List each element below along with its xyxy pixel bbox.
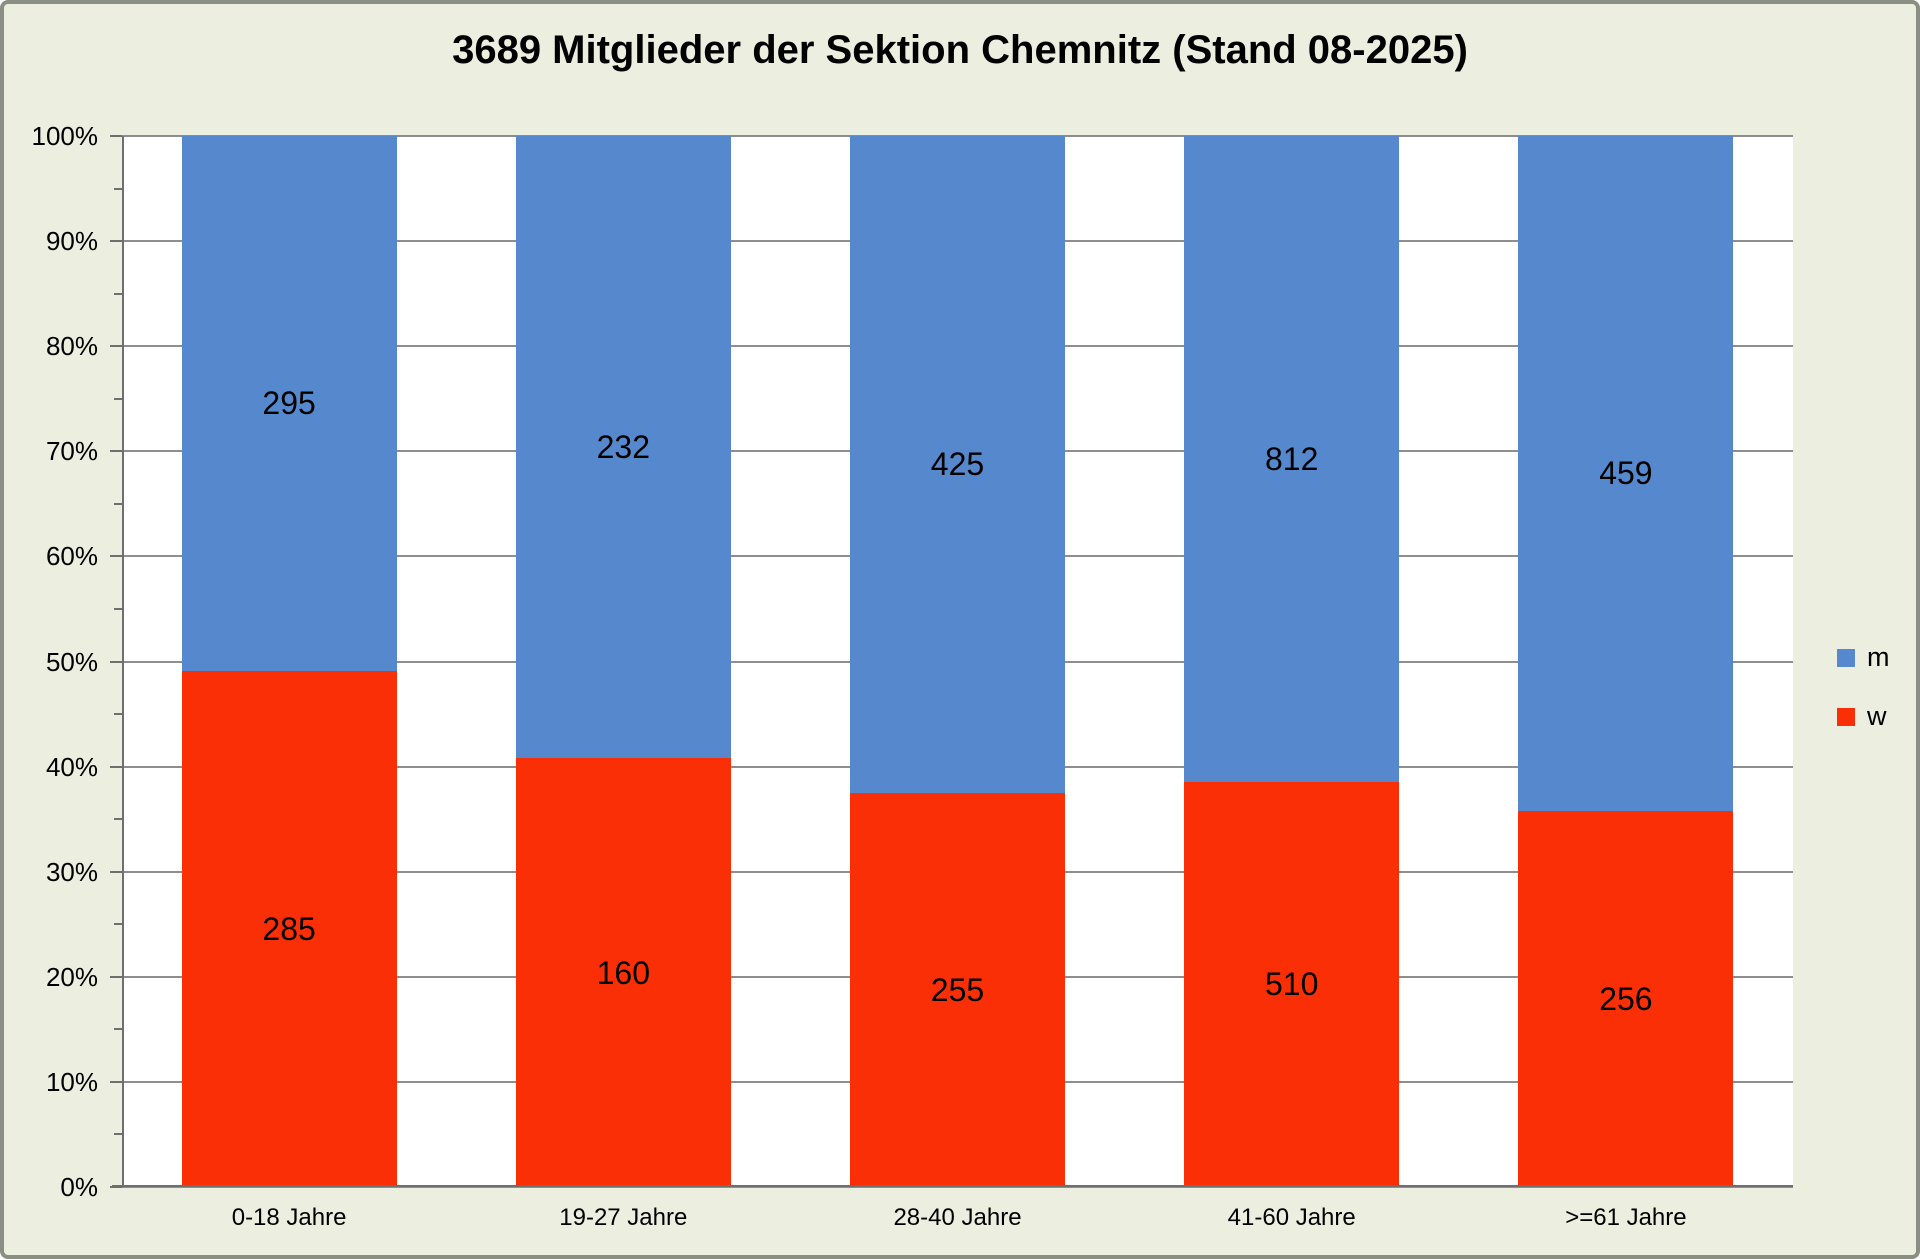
y-axis-tick bbox=[114, 1028, 122, 1031]
bar-slot: 425 255 bbox=[790, 136, 1124, 1187]
y-axis-ticks bbox=[108, 135, 122, 1188]
data-label: 459 bbox=[1599, 455, 1653, 492]
x-axis-category-label: 28-40 Jahre bbox=[893, 1204, 1022, 1231]
legend-item-m: m bbox=[1837, 644, 1890, 671]
y-axis-tick bbox=[110, 1080, 122, 1083]
stacked-bar: 459 256 bbox=[1518, 136, 1734, 1187]
x-axis-category-label: 0-18 Jahre bbox=[231, 1204, 347, 1231]
bar-segment-w: 285 bbox=[181, 670, 397, 1187]
data-label: 256 bbox=[1599, 980, 1653, 1017]
gridline bbox=[122, 1186, 1793, 1188]
bar-segment-w: 255 bbox=[850, 792, 1065, 1187]
y-axis-tick-label: 100% bbox=[31, 121, 99, 151]
y-axis-line bbox=[122, 136, 124, 1187]
x-axis-category-label: 19-27 Jahre bbox=[559, 1204, 688, 1231]
legend-label: m bbox=[1867, 642, 1890, 672]
y-axis-tick bbox=[114, 292, 122, 295]
y-axis-tick-label: 50% bbox=[45, 646, 98, 677]
y-axis-tick bbox=[110, 870, 122, 873]
data-label: 285 bbox=[262, 910, 316, 947]
bar-segment-m: 425 bbox=[850, 136, 1065, 793]
y-axis-tick bbox=[110, 240, 122, 243]
y-axis-tick bbox=[114, 713, 122, 716]
bar-slot: 812 510 bbox=[1125, 136, 1459, 1187]
legend-item-w: w bbox=[1837, 703, 1890, 730]
y-axis-tick-label: 70% bbox=[45, 436, 98, 467]
legend-swatch-w bbox=[1837, 707, 1855, 726]
y-axis-tick bbox=[110, 345, 122, 348]
bar-segment-w: 160 bbox=[515, 758, 731, 1187]
legend-label: w bbox=[1867, 701, 1887, 731]
y-axis-tick bbox=[110, 975, 122, 978]
y-axis-tick-label: 40% bbox=[45, 751, 98, 782]
y-axis-tick bbox=[114, 187, 122, 190]
chart-title: 3689 Mitglieder der Sektion Chemnitz (St… bbox=[452, 28, 1468, 72]
data-label: 812 bbox=[1265, 440, 1319, 477]
stacked-bar: 425 255 bbox=[850, 136, 1065, 1187]
y-axis-tick bbox=[110, 660, 122, 663]
stacked-bar: 295 285 bbox=[181, 136, 397, 1187]
y-axis-tick-label: 90% bbox=[45, 226, 98, 257]
data-label: 255 bbox=[930, 971, 985, 1008]
data-label: 232 bbox=[596, 429, 650, 465]
y-axis-tick bbox=[110, 1186, 122, 1188]
stacked-bar: 232 160 bbox=[515, 136, 731, 1187]
y-axis-tick bbox=[110, 765, 122, 768]
y-axis-tick-label: 10% bbox=[45, 1066, 98, 1097]
bar-slot: 459 256 bbox=[1459, 136, 1793, 1187]
bar-segment-w: 256 bbox=[1518, 810, 1734, 1187]
y-axis-tick-label: 20% bbox=[45, 961, 98, 992]
x-axis-labels: 0-18 Jahre 19-27 Jahre 28-40 Jahre 41-60 Ja… bbox=[122, 1204, 1793, 1232]
bar-segment-m: 812 bbox=[1184, 136, 1400, 782]
bar-segment-m: 295 bbox=[181, 136, 397, 671]
x-axis-category-label: >=61 Jahre bbox=[1565, 1204, 1687, 1231]
y-axis-tick-label: 0% bbox=[60, 1172, 98, 1202]
bar-slot: 232 160 bbox=[456, 136, 790, 1187]
y-axis-tick bbox=[110, 450, 122, 453]
y-axis-labels: 0% 10% 20% 30% 40% 50% 60% 70% 80% 90% 100% bbox=[4, 123, 99, 1200]
data-label: 160 bbox=[596, 954, 650, 991]
y-axis-tick bbox=[114, 607, 122, 610]
data-label: 510 bbox=[1265, 966, 1319, 1003]
stacked-bar: 812 510 bbox=[1184, 136, 1400, 1187]
y-axis-tick bbox=[114, 923, 122, 926]
bar-segment-m: 232 bbox=[515, 136, 731, 759]
y-axis-tick-label: 80% bbox=[45, 331, 98, 362]
y-axis-tick-label: 60% bbox=[45, 541, 98, 572]
plot-area: 295 285 232 160 425 255 812 510 459 256 bbox=[112, 135, 1793, 1188]
bar-slot: 295 285 bbox=[122, 136, 456, 1187]
y-axis-tick bbox=[114, 502, 122, 505]
x-axis-line bbox=[112, 1185, 1793, 1187]
y-axis-tick bbox=[114, 397, 122, 400]
legend-swatch-m bbox=[1837, 648, 1855, 667]
bars: 295 285 232 160 425 255 812 510 459 256 bbox=[122, 136, 1793, 1187]
data-label: 425 bbox=[930, 446, 985, 483]
data-label: 295 bbox=[262, 385, 316, 422]
bar-segment-w: 510 bbox=[1184, 781, 1400, 1187]
y-axis-tick bbox=[110, 135, 122, 137]
y-axis-tick-label: 30% bbox=[45, 856, 98, 887]
y-axis-tick bbox=[114, 818, 122, 821]
bar-segment-m: 459 bbox=[1518, 136, 1734, 811]
y-axis-tick bbox=[114, 1133, 122, 1136]
y-axis-tick bbox=[110, 555, 122, 558]
x-axis-category-label: 41-60 Jahre bbox=[1227, 1204, 1356, 1231]
